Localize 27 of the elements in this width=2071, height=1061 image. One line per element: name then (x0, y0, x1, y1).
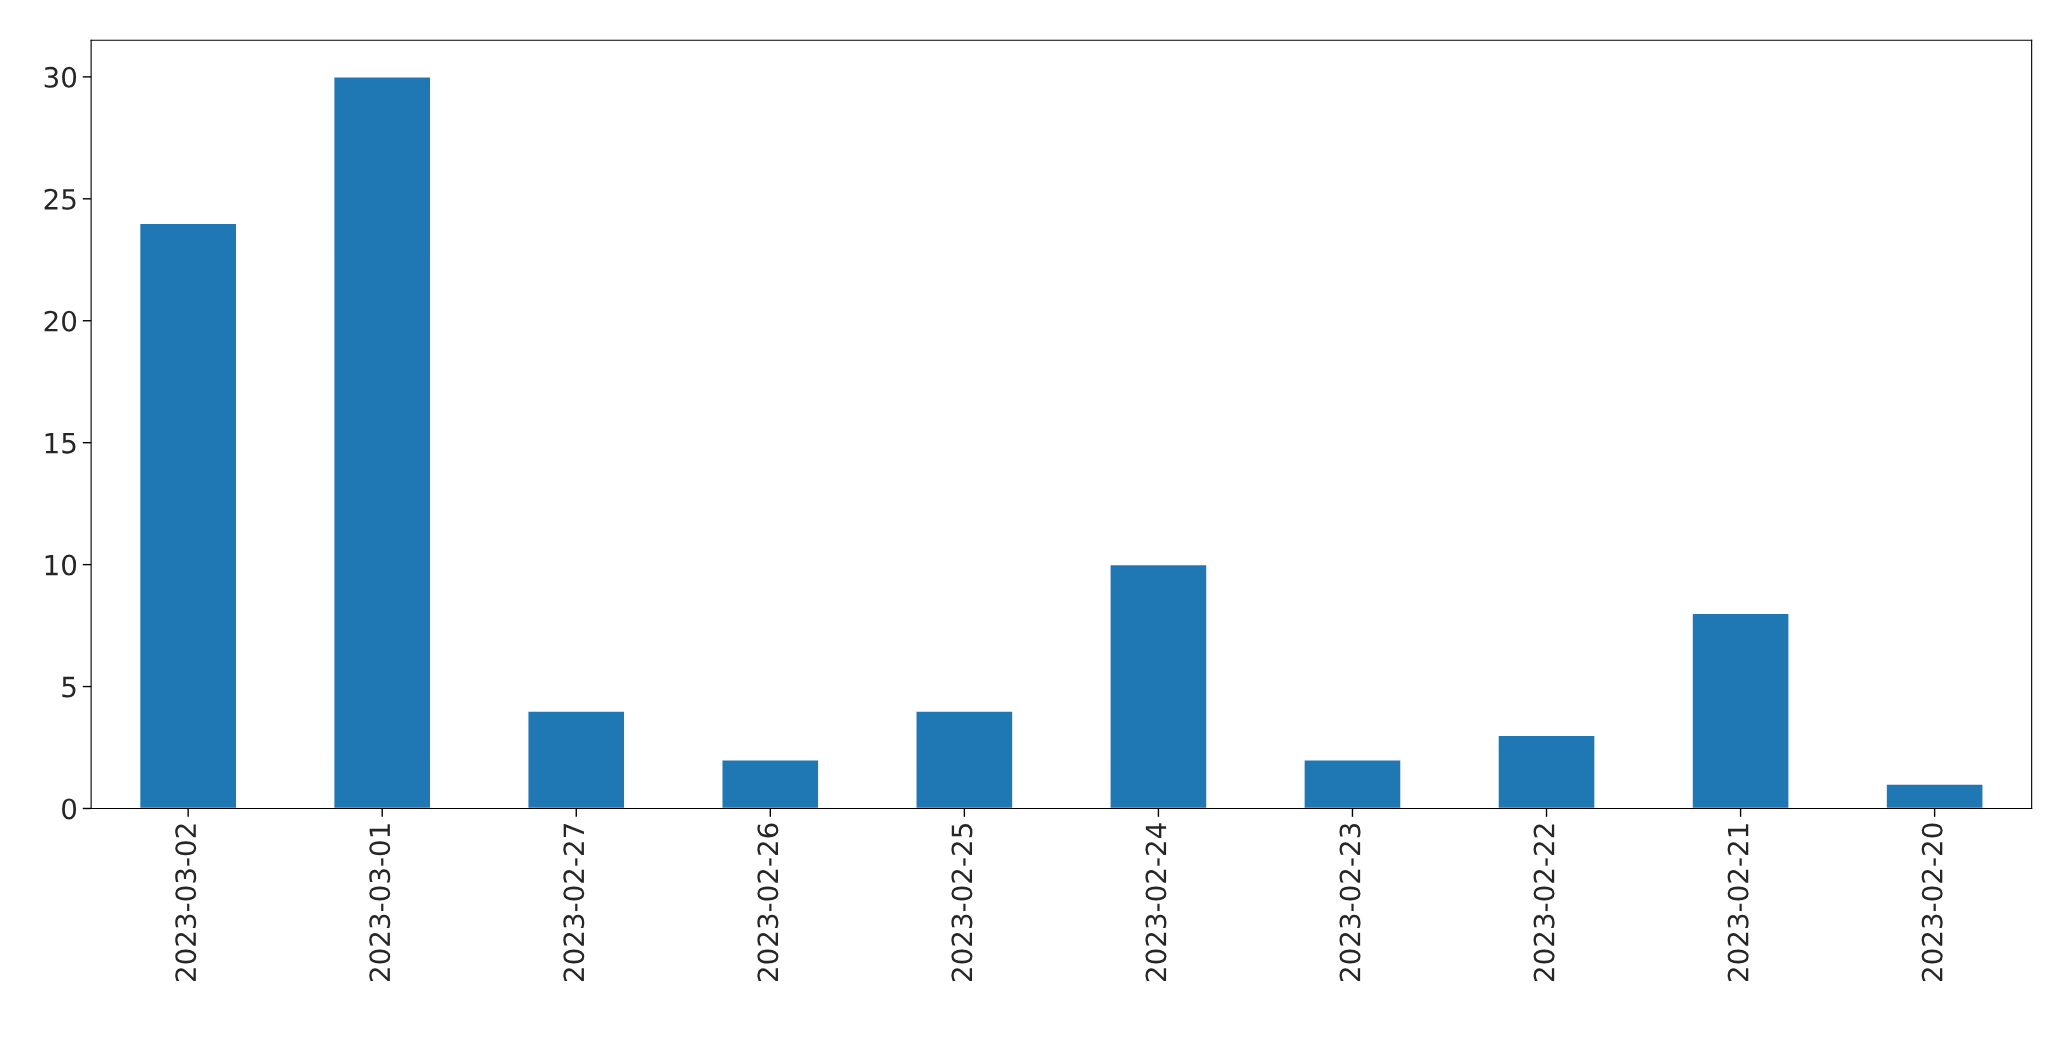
y-tick-label: 0 (62, 798, 77, 820)
bar (721, 759, 820, 809)
x-tick-label: 2023-02-22 (1533, 824, 1555, 982)
bar (1691, 612, 1790, 809)
y-tick-label: 5 (62, 676, 76, 698)
x-tick-label: 2023-02-20 (1921, 823, 1943, 982)
x-tick-label: 2023-02-26 (757, 823, 779, 982)
bar (527, 710, 626, 809)
y-tick-label: 20 (44, 310, 77, 332)
x-tick-label: 2023-03-01 (369, 824, 391, 982)
bar (915, 710, 1014, 809)
x-tick-label: 2023-02-21 (1727, 824, 1749, 982)
y-tick-label: 25 (44, 188, 76, 210)
x-tick-label: 2023-02-25 (951, 824, 973, 982)
bar (1109, 563, 1208, 809)
x-tick-label: 2023-02-23 (1339, 823, 1361, 982)
bar (138, 222, 238, 809)
bar (332, 76, 432, 809)
y-tick-label: 10 (45, 554, 77, 576)
y-tick-label: 30 (44, 66, 77, 88)
bar (1303, 759, 1402, 809)
y-tick-label: 15 (45, 432, 76, 454)
x-tick-label: 2023-02-27 (563, 824, 585, 982)
x-tick-label: 2023-03-02 (175, 824, 197, 982)
bar (1885, 783, 1984, 809)
bar (1497, 734, 1596, 809)
x-tick-label: 2023-02-24 (1145, 823, 1167, 982)
